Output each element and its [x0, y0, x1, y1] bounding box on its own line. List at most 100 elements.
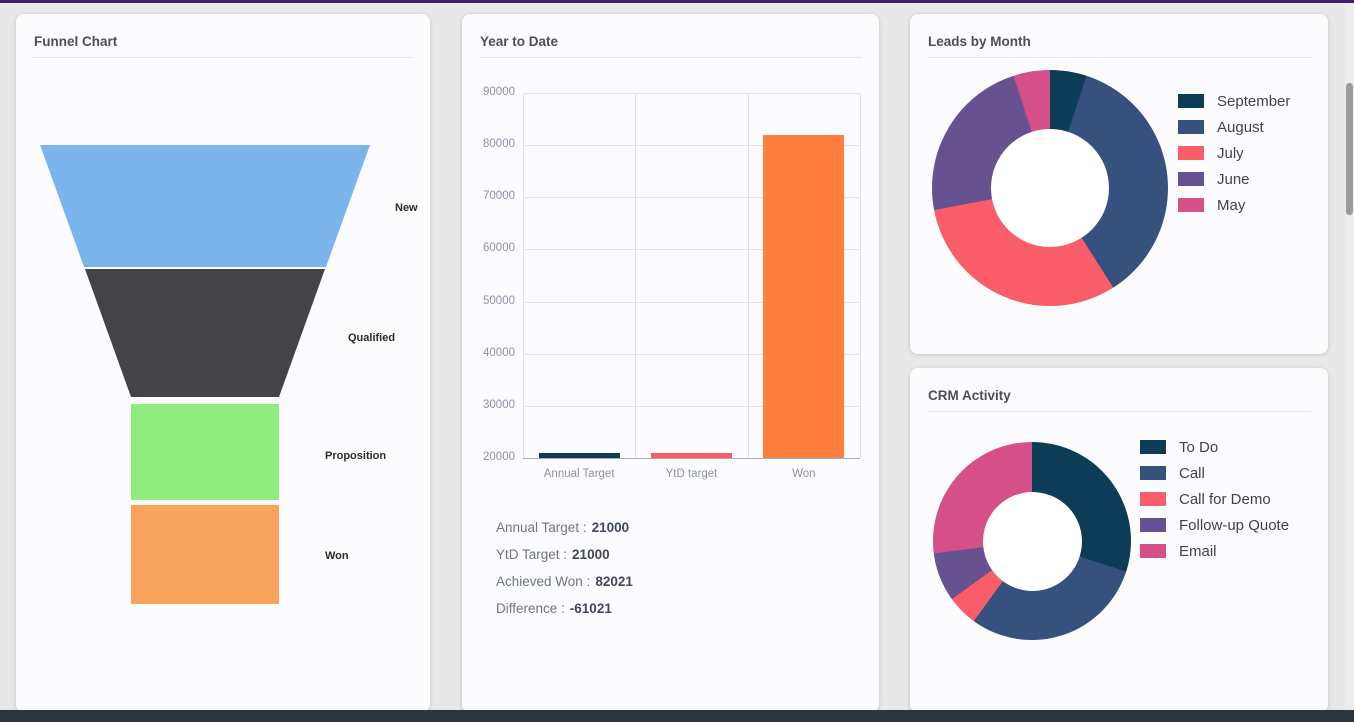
divider	[33, 57, 413, 58]
legend-label: Follow-up Quote	[1179, 516, 1290, 534]
legend-swatch	[1178, 198, 1204, 212]
funnel-segment-new[interactable]	[40, 145, 370, 267]
gridline	[523, 93, 524, 458]
x-axis-category-label: Annual Target	[543, 468, 615, 480]
gridline	[860, 93, 861, 458]
stat-ytd-target: YtD Target : 21000	[496, 541, 633, 568]
funnel-segment-won[interactable]	[131, 505, 279, 604]
gridline	[523, 197, 860, 199]
legend-label: Email	[1179, 542, 1217, 560]
funnel-svg	[40, 145, 370, 604]
legend-item-august[interactable]: August	[1178, 114, 1290, 140]
ytd-summary: Annual Target : 21000 YtD Target : 21000 A…	[496, 514, 633, 622]
stat-annual-target: Annual Target : 21000	[496, 514, 633, 541]
legend-label: Call	[1179, 464, 1205, 482]
crm-donut-chart[interactable]	[933, 442, 1131, 640]
stat-label: Annual Target :	[496, 520, 587, 535]
stat-achieved-won: Achieved Won : 82021	[496, 568, 633, 595]
x-axis-line	[523, 458, 860, 459]
legend-swatch	[1178, 94, 1204, 108]
y-axis-tick-label: 20000	[483, 451, 515, 463]
stat-label: YtD Target :	[496, 547, 568, 562]
legend-swatch	[1178, 120, 1204, 134]
divider	[927, 411, 1311, 412]
funnel-label-qualified: Qualified	[348, 332, 396, 344]
funnel-chart-card: Funnel Chart New Qualified Proposition W…	[16, 14, 430, 712]
gridline	[523, 145, 860, 147]
card-title-funnel: Funnel Chart	[34, 34, 118, 49]
y-axis-tick-label: 70000	[483, 190, 515, 203]
legend-label: May	[1217, 196, 1246, 214]
card-title-crm: CRM Activity	[928, 388, 1011, 403]
bar-won[interactable]	[763, 134, 845, 458]
y-axis-tick-label: 80000	[483, 138, 515, 151]
scrollbar-track[interactable]	[1345, 3, 1354, 710]
y-axis-tick-label: 90000	[483, 86, 515, 98]
legend-swatch	[1178, 172, 1204, 186]
y-axis-tick-label: 50000	[483, 294, 515, 307]
legend-swatch	[1140, 492, 1166, 506]
gridline	[523, 249, 860, 251]
legend-label: September	[1217, 92, 1291, 110]
ytd-bar-chart: 20000 30000 40000 50000 60000 70000 80000 90000…	[462, 64, 879, 504]
legend-item-call[interactable]: Call	[1140, 460, 1289, 486]
bar-ytd-target[interactable]	[651, 452, 732, 458]
footer-bar	[0, 710, 1354, 722]
crm-activity-card: CRM Activity To Do Call Call for Demo Follo…	[910, 368, 1328, 712]
gridline	[523, 405, 860, 407]
stat-value: 21000	[591, 520, 630, 535]
legend-item-email[interactable]: Email	[1140, 538, 1289, 564]
legend-item-call-for-demo[interactable]: Call for Demo	[1140, 486, 1289, 512]
year-to-date-card: Year to Date 20000 30000 40000 50000 60000 70…	[462, 14, 879, 712]
funnel-segment-proposition[interactable]	[131, 404, 279, 500]
bar-annual-target[interactable]	[538, 452, 620, 458]
donut-hole	[991, 129, 1109, 247]
x-axis-category-label: Won	[792, 468, 816, 480]
card-title-ytd: Year to Date	[480, 34, 559, 49]
legend-item-september[interactable]: September	[1178, 88, 1290, 114]
gridline	[523, 301, 860, 303]
stat-label: Achieved Won :	[496, 574, 591, 589]
y-axis-tick-label: 60000	[483, 242, 515, 255]
legend-item-june[interactable]: June	[1178, 166, 1290, 192]
x-axis-category-label: YtD target	[665, 468, 718, 480]
stat-value: 21000	[572, 547, 610, 562]
scrollbar-thumb[interactable]	[1346, 83, 1353, 215]
top-accent-bar	[0, 0, 1354, 3]
legend-label: Call for Demo	[1179, 490, 1271, 508]
divider	[479, 57, 862, 58]
legend-item-to-do[interactable]: To Do	[1140, 434, 1289, 460]
legend-item-may[interactable]: May	[1178, 192, 1290, 218]
funnel-label-proposition: Proposition	[325, 450, 387, 462]
gridline	[747, 93, 749, 458]
legend-swatch	[1140, 544, 1166, 558]
legend-label: To Do	[1179, 438, 1219, 456]
divider	[927, 57, 1311, 58]
y-axis-tick-label: 30000	[483, 398, 515, 411]
funnel-chart: New Qualified Proposition Won	[16, 64, 430, 712]
gridline	[523, 93, 860, 94]
legend-label: July	[1217, 144, 1244, 162]
gridline	[523, 353, 860, 355]
stat-value: 82021	[595, 574, 633, 589]
legend-label: August	[1217, 118, 1264, 136]
stat-value: -61021	[569, 601, 612, 616]
leads-donut-chart[interactable]	[932, 70, 1168, 306]
legend-swatch	[1178, 146, 1204, 160]
funnel-label-new: New	[395, 202, 418, 214]
legend-item-july[interactable]: July	[1178, 140, 1290, 166]
leads-by-month-card: Leads by Month September August July June Ma…	[910, 14, 1328, 354]
crm-legend: To Do Call Call for Demo Follow-up Quote Ema…	[1140, 434, 1289, 564]
legend-label: June	[1217, 170, 1250, 188]
y-axis-tick-label: 40000	[483, 346, 515, 359]
stat-label: Difference :	[496, 601, 565, 616]
legend-swatch	[1140, 440, 1166, 454]
funnel-segment-qualified[interactable]	[85, 269, 325, 397]
funnel-label-won: Won	[325, 550, 349, 562]
card-title-leads: Leads by Month	[928, 34, 1031, 49]
gridline	[635, 93, 637, 458]
legend-swatch	[1140, 466, 1166, 480]
leads-legend: September August July June May	[1178, 88, 1290, 218]
legend-item-follow-up-quote[interactable]: Follow-up Quote	[1140, 512, 1289, 538]
donut-hole	[982, 491, 1082, 591]
